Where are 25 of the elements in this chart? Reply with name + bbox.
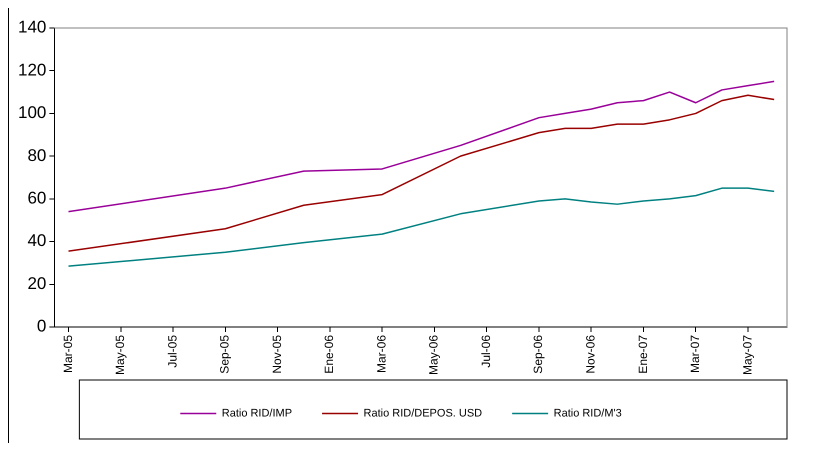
x-tick-label: Ene-07 <box>636 334 650 374</box>
y-tick-label: 140 <box>18 18 46 37</box>
legend-label: Ratio RID/DEPOS. USD <box>364 408 482 420</box>
x-tick-label: Jul-06 <box>478 334 493 368</box>
x-tick-label: Ene-06 <box>322 334 336 374</box>
y-tick-label: 80 <box>27 146 46 165</box>
y-tick-label: 0 <box>36 316 46 336</box>
x-tick-label: Mar-07 <box>688 334 702 373</box>
x-tick-label: May-05 <box>113 334 128 375</box>
legend-label: Ratio RID/M'3 <box>554 408 622 420</box>
x-tick-label: Jul-05 <box>165 334 180 368</box>
x-tick-label: May-07 <box>740 334 754 375</box>
y-tick-label: 100 <box>18 103 46 122</box>
y-tick-label: 120 <box>18 60 46 80</box>
y-tick-label: 20 <box>27 274 46 293</box>
x-tick-label: Mar-05 <box>60 334 75 373</box>
x-tick-label: Sep-05 <box>218 334 232 374</box>
x-tick-label: Sep-06 <box>531 334 546 374</box>
x-tick-label: May-06 <box>426 334 441 375</box>
x-tick-label: Mar-06 <box>374 334 388 373</box>
x-tick-label: Nov-05 <box>270 334 284 374</box>
y-tick-label: 40 <box>27 231 46 250</box>
y-tick-label: 60 <box>27 188 46 208</box>
legend-label: Ratio RID/IMP <box>222 408 292 420</box>
x-tick-label: Nov-06 <box>584 334 598 374</box>
